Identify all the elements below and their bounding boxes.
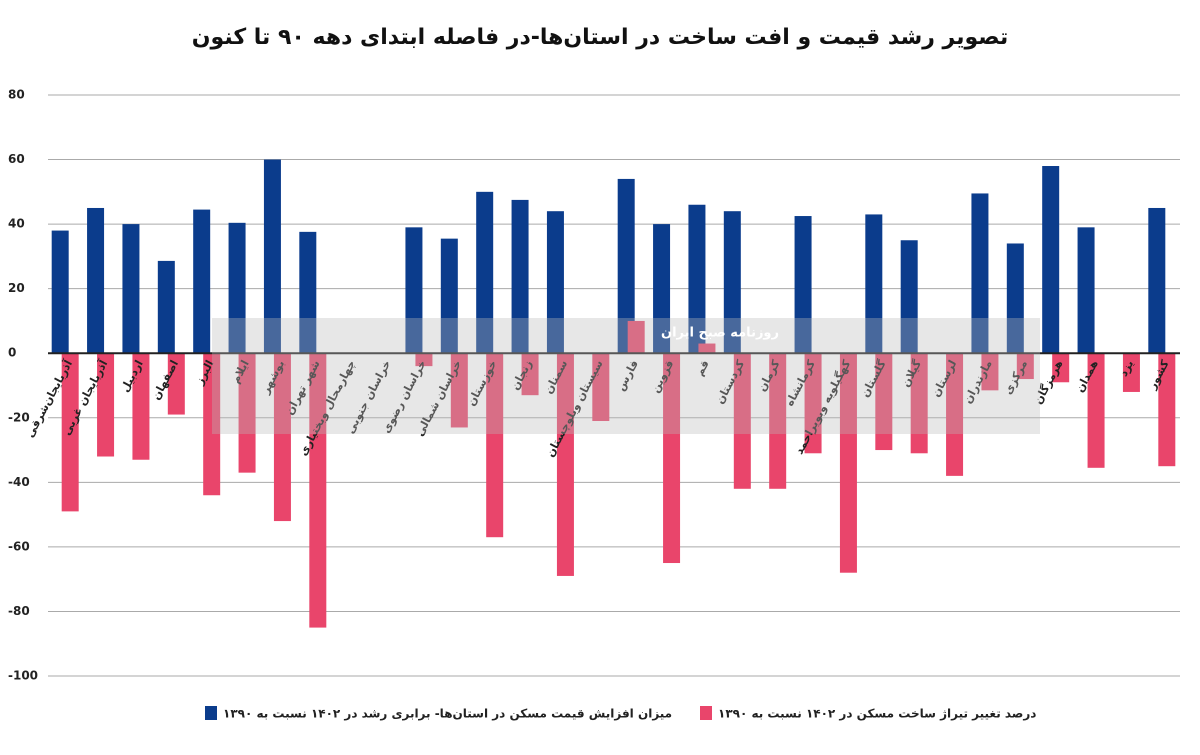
bar	[157, 260, 175, 354]
y-tick-label: -40	[8, 475, 30, 489]
bar	[653, 224, 671, 354]
bar	[511, 199, 529, 354]
bar	[723, 211, 741, 354]
bar	[132, 353, 150, 460]
bar	[203, 353, 221, 496]
bar	[794, 216, 812, 354]
y-tick-label: 60	[8, 152, 25, 166]
bar	[1006, 243, 1024, 354]
watermark: روزنامه صبح ایران	[661, 326, 779, 341]
legend-swatch	[700, 706, 712, 720]
bar	[1042, 166, 1060, 354]
bar	[273, 353, 291, 522]
y-tick-label: -80	[8, 604, 30, 618]
bar	[1148, 207, 1166, 354]
bar	[981, 353, 999, 391]
chart-title: تصویر رشد قیمت و افت ساخت در استان‌ها-در…	[192, 25, 1008, 50]
bar	[804, 353, 822, 454]
bar	[900, 240, 918, 354]
y-tick-label: -20	[8, 410, 30, 424]
bar	[51, 230, 69, 354]
bar	[1052, 353, 1070, 383]
bar	[617, 178, 635, 354]
bar	[61, 353, 79, 512]
bar	[193, 209, 211, 354]
watermark-band	[212, 318, 1040, 434]
bar	[839, 353, 857, 573]
bar	[122, 224, 140, 354]
bar	[556, 353, 574, 576]
bar	[546, 211, 564, 354]
bar	[167, 353, 185, 415]
bar	[450, 353, 468, 428]
legend-swatch	[205, 706, 217, 720]
bar	[1016, 353, 1034, 380]
bar	[87, 207, 105, 354]
bar	[910, 353, 928, 454]
bar	[1077, 227, 1095, 354]
bar	[1158, 353, 1176, 467]
bar	[263, 159, 281, 354]
legend-label: درصد تغییر تیراژ ساخت مسکن در ۱۴۰۲ نسبت …	[718, 707, 1036, 721]
bar	[627, 320, 645, 354]
bar	[875, 353, 893, 451]
legend-label: میزان افزایش قیمت مسکن در استان‌ها- براب…	[223, 707, 672, 721]
bar	[865, 214, 883, 354]
bar	[476, 191, 494, 354]
y-tick-label: 20	[8, 281, 25, 295]
bar	[1122, 353, 1140, 392]
bar	[486, 353, 504, 538]
bar	[238, 353, 256, 473]
bar	[309, 353, 327, 628]
bar	[971, 193, 989, 354]
bar	[521, 353, 539, 396]
y-tick-label: -60	[8, 539, 30, 553]
y-tick-label: 40	[8, 217, 25, 231]
bar	[415, 353, 433, 367]
bar	[1087, 353, 1105, 468]
bar	[97, 353, 115, 457]
bar	[733, 353, 751, 489]
bar	[946, 353, 964, 476]
bar	[663, 353, 681, 564]
bar	[688, 204, 706, 354]
bar	[228, 222, 246, 354]
y-tick-label: 80	[8, 88, 25, 102]
y-tick-label: 0	[8, 346, 16, 360]
bar	[405, 227, 423, 354]
bar	[698, 343, 716, 354]
bar	[440, 238, 458, 354]
bar	[769, 353, 787, 489]
bar	[592, 353, 610, 422]
bar	[299, 231, 317, 354]
y-tick-label: -100	[8, 669, 38, 683]
